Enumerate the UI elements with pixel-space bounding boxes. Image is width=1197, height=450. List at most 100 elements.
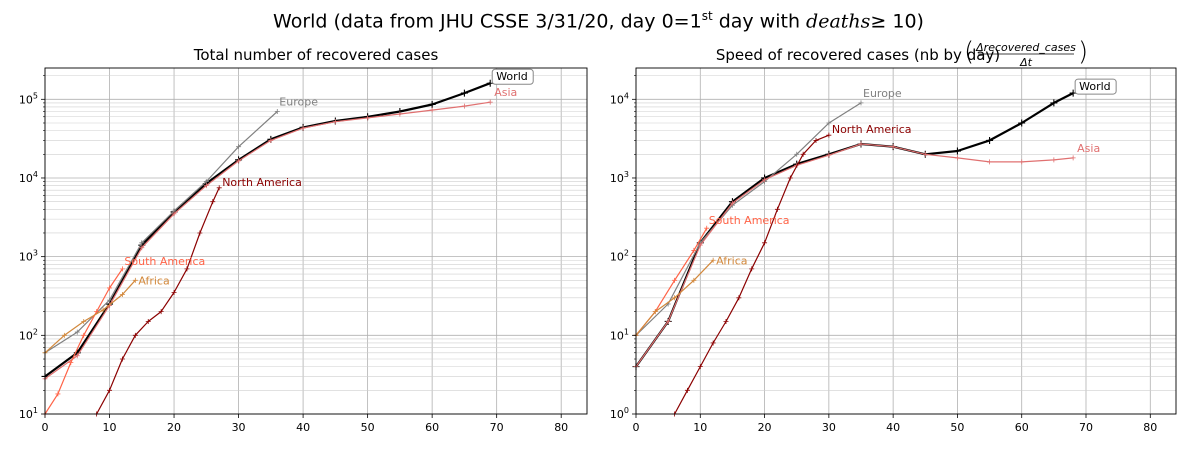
- panel2-title-paren-right: ): [1078, 37, 1088, 67]
- panel2-marker: [736, 295, 742, 301]
- panel1-line-europe: [44, 111, 278, 354]
- panel2-xtick-label: 30: [822, 421, 836, 434]
- panel2-frame: [635, 67, 1177, 415]
- panel2-marker: [787, 175, 793, 181]
- panel1-marker: [461, 103, 467, 109]
- panel2-marker: [684, 387, 690, 393]
- panel2-marker: [710, 257, 716, 263]
- panel1-marker: [107, 285, 113, 291]
- panel2-ytick-label: 100: [610, 406, 629, 421]
- panel2-line-north-america: [674, 134, 830, 415]
- panel1-ytick-label: 104: [19, 170, 38, 185]
- panel1-marker: [107, 387, 113, 393]
- panel2-marker: [890, 144, 896, 150]
- panel1-marker: [74, 353, 80, 359]
- panel2-marker: [826, 120, 832, 126]
- panel1-marker: [158, 309, 164, 315]
- panel2-marker: [826, 152, 832, 158]
- panel1-label-africa: Africa: [138, 274, 169, 287]
- panel2-xtick-label: 10: [693, 421, 707, 434]
- panel1-ytick-label: 102: [19, 327, 38, 342]
- panel1-marker: [68, 360, 74, 366]
- panel2-xtick-label: 70: [1079, 421, 1093, 434]
- panel2-marker: [922, 151, 928, 157]
- panel1-marker: [487, 99, 493, 105]
- panel1-marker: [428, 100, 436, 108]
- panel1-marker: [197, 230, 203, 236]
- panel1-marker: [74, 329, 80, 335]
- panel1-line-africa: [44, 279, 136, 354]
- panel1-marker: [81, 332, 87, 338]
- panel2-label-box: [1074, 78, 1117, 95]
- panel1-marker: [119, 266, 125, 272]
- panel1-xtick-label: 0: [42, 421, 49, 434]
- panel2-ytick-label: 104: [610, 91, 629, 106]
- panel1-marker: [107, 297, 113, 303]
- panel1-ytick-label: 103: [19, 249, 38, 264]
- panel2-marker: [691, 247, 697, 253]
- panel1-xtick-label: 60: [425, 421, 439, 434]
- panel2-xtick-label: 0: [633, 421, 640, 434]
- panel1-xtick-label: 10: [103, 421, 117, 434]
- panel2-label-world: World: [1079, 80, 1111, 93]
- panel1-marker: [55, 391, 61, 397]
- panel1-marker: [274, 108, 280, 114]
- panel2-marker: [665, 318, 671, 324]
- panel2-marker: [691, 277, 697, 283]
- panel1-label-box: [491, 68, 534, 85]
- panel2-line-asia: [635, 143, 1074, 367]
- panel2-marker: [987, 159, 993, 165]
- panel1-marker: [332, 119, 338, 125]
- panel2-xtick-label: 50: [950, 421, 964, 434]
- panel2-marker: [774, 206, 780, 212]
- panel2-title-frac-num: Δrecovered_cases: [975, 41, 1076, 54]
- panel2-marker: [794, 151, 800, 157]
- panel2-label-south-america: South America: [709, 214, 790, 227]
- panel2-marker: [1050, 99, 1058, 107]
- panel2-marker: [813, 137, 819, 143]
- panel2-marker: [710, 340, 716, 346]
- panel1-marker: [171, 211, 177, 217]
- panel2-marker: [1018, 119, 1026, 127]
- panel2-marker: [697, 242, 703, 248]
- panel1-marker: [81, 318, 87, 324]
- panel1-marker: [100, 307, 106, 313]
- panel1-marker: [184, 266, 190, 272]
- panel1-marker: [139, 245, 145, 251]
- panel1-marker: [203, 183, 209, 189]
- panel1-label-south-america: South America: [124, 255, 205, 268]
- panel2-marker: [723, 318, 729, 324]
- panel2-marker: [986, 136, 994, 144]
- panel1-label-europe: Europe: [279, 95, 318, 108]
- panel2-marker: [762, 177, 768, 183]
- panel2-title: Speed of recovered cases (nb by day): [716, 46, 1000, 64]
- panel1-xtick-label: 30: [232, 421, 246, 434]
- panel2-title-paren-left: (: [964, 37, 974, 67]
- panel1-label-north-america: North America: [222, 176, 302, 189]
- panel1-marker: [132, 332, 138, 338]
- panel1-marker: [145, 318, 151, 324]
- panel1-ytick-label: 101: [19, 406, 38, 421]
- panel2-marker: [1019, 159, 1025, 165]
- panel1-marker: [139, 240, 145, 246]
- panel1-marker: [300, 125, 306, 131]
- panel1-marker: [397, 111, 403, 117]
- panel2-marker: [953, 147, 961, 155]
- panel1-xtick-label: 70: [490, 421, 504, 434]
- panel1-ytick-label: 105: [19, 91, 38, 106]
- panel1-marker: [61, 332, 67, 338]
- panel2-xtick-label: 20: [758, 421, 772, 434]
- panel2-marker: [697, 364, 703, 370]
- panel1-xtick-label: 80: [554, 421, 568, 434]
- panel2-marker: [800, 151, 806, 157]
- panel2-marker: [1070, 155, 1076, 161]
- panel1-marker: [119, 356, 125, 362]
- panel2-ytick-label: 103: [610, 170, 629, 185]
- panel2-label-africa: Africa: [716, 254, 747, 267]
- panel2-marker: [749, 266, 755, 272]
- panel2-label-north-america: North America: [832, 123, 912, 136]
- panel2-marker: [858, 100, 864, 106]
- panel1-marker: [365, 115, 371, 121]
- panel2-marker: [954, 155, 960, 161]
